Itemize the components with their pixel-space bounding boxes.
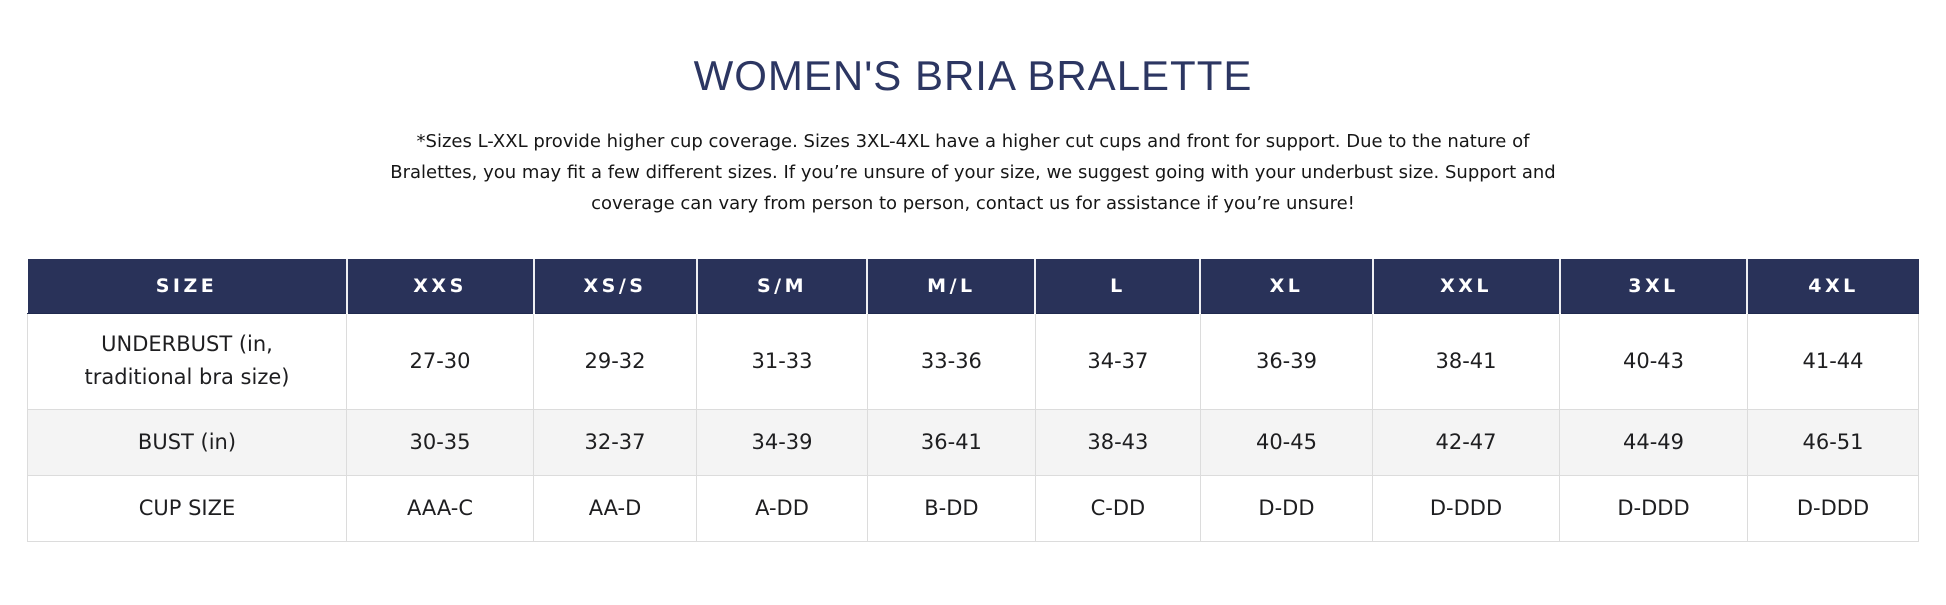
page-title: WOMEN'S BRIA BRALETTE	[693, 52, 1253, 99]
table-row-cup-size: CUP SIZE AAA-C AA-D A-DD B-DD C-DD D-DD …	[27, 474, 1920, 542]
table-row-bust: BUST (in) 30-35 32-37 34-39 36-41 38-43 …	[27, 408, 1920, 476]
table-cell: 34-37	[1034, 312, 1201, 410]
table-header-row: SIZE XXS XS/S S/M M/L L XL XXL 3XL 4XL	[27, 259, 1919, 314]
row-label-bust: BUST (in)	[27, 408, 347, 476]
table-cell: 38-43	[1034, 408, 1201, 476]
table-cell: 40-45	[1199, 408, 1374, 476]
table-cell: 38-41	[1372, 312, 1561, 410]
table-cell: D-DDD	[1746, 474, 1920, 542]
table-cell: 44-49	[1559, 408, 1748, 476]
disclaimer-line-2: Bralettes, you may fit a few different s…	[390, 162, 1556, 183]
table-cell: 33-36	[866, 312, 1036, 410]
column-header-xxl: XXL	[1371, 259, 1560, 314]
size-disclaimer: *Sizes L-XXL provide higher cup coverage…	[0, 126, 1946, 219]
table-cell: D-DDD	[1559, 474, 1748, 542]
table-cell: 36-41	[866, 408, 1036, 476]
table-cell: 42-47	[1372, 408, 1561, 476]
column-header-size: SIZE	[27, 259, 347, 314]
table-cell: AAA-C	[345, 474, 535, 542]
table-cell: D-DDD	[1372, 474, 1561, 542]
row-label-cup-size: CUP SIZE	[27, 474, 347, 542]
disclaimer-line-3: coverage can vary from person to person,…	[591, 193, 1355, 214]
table-cell: A-DD	[696, 474, 868, 542]
row-label-underbust: UNDERBUST (in, traditional bra size)	[27, 312, 347, 410]
table-cell: 34-39	[696, 408, 868, 476]
column-header-xs-s: XS/S	[532, 259, 697, 314]
column-header-l: L	[1034, 259, 1201, 314]
table-cell: B-DD	[866, 474, 1036, 542]
column-header-4xl: 4XL	[1746, 259, 1919, 314]
table-cell: C-DD	[1034, 474, 1201, 542]
table-cell: 41-44	[1746, 312, 1920, 410]
table-cell: 29-32	[533, 312, 698, 410]
table-cell: D-DD	[1199, 474, 1374, 542]
table-cell: 40-43	[1559, 312, 1748, 410]
column-header-3xl: 3XL	[1558, 259, 1748, 314]
table-cell: 27-30	[345, 312, 535, 410]
row-label-text: UNDERBUST (in, traditional bra size)	[84, 332, 290, 389]
disclaimer-line-1: *Sizes L-XXL provide higher cup coverage…	[416, 131, 1530, 152]
table-cell: 36-39	[1199, 312, 1374, 410]
table-row-underbust: UNDERBUST (in, traditional bra size) 27-…	[27, 312, 1920, 410]
column-header-m-l: M/L	[866, 259, 1036, 314]
table-cell: 32-37	[533, 408, 698, 476]
size-chart-container: SIZE XXS XS/S S/M M/L L XL XXL 3XL 4XL U…	[27, 259, 1920, 542]
table-cell: 31-33	[696, 312, 868, 410]
row-label-text: BUST (in)	[137, 429, 237, 454]
column-header-xxs: XXS	[345, 259, 534, 314]
row-label-text: CUP SIZE	[138, 495, 236, 520]
column-header-xl: XL	[1199, 259, 1373, 314]
table-cell: 30-35	[345, 408, 535, 476]
table-cell: AA-D	[533, 474, 698, 542]
size-chart-table: SIZE XXS XS/S S/M M/L L XL XXL 3XL 4XL U…	[27, 259, 1920, 542]
column-header-s-m: S/M	[695, 259, 868, 314]
table-cell: 46-51	[1746, 408, 1920, 476]
